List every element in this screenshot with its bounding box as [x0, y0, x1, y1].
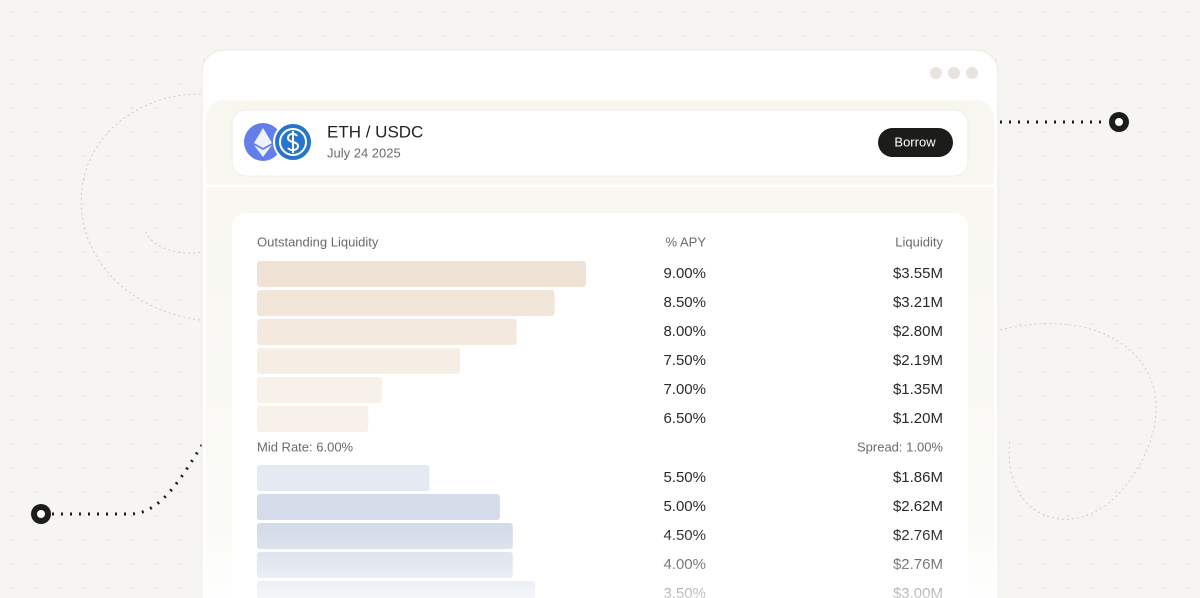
market-card — [231, 109, 969, 177]
liquidity-bar — [257, 465, 430, 491]
decor-curves — [80, 93, 1157, 520]
date: July 24 2025 — [327, 145, 401, 160]
liquidity-bar — [257, 348, 460, 374]
liquidity: $1.86M — [893, 469, 943, 486]
liquidity: $3.21M — [893, 294, 943, 311]
apy: 7.00% — [663, 381, 706, 398]
usdc-icon — [273, 122, 313, 162]
connector-left — [31, 444, 204, 524]
column-header: Outstanding Liquidity — [257, 234, 379, 249]
column-header: % APY — [666, 234, 707, 249]
liquidity-bar — [257, 377, 383, 403]
column-header: Liquidity — [895, 234, 943, 249]
apy: 9.00% — [663, 265, 706, 282]
borrow-button[interactable] — [878, 128, 953, 157]
apy: 8.50% — [663, 294, 706, 311]
fade — [202, 530, 998, 598]
liquidity: $1.20M — [893, 410, 943, 427]
eth-icon — [244, 123, 282, 161]
apy: 5.00% — [663, 498, 706, 515]
mid-rate: Mid Rate: 6.00% — [257, 439, 354, 454]
liquidity-bar — [257, 494, 500, 520]
pair: ETH / USDC — [327, 122, 423, 141]
liquidity-bar — [257, 290, 555, 316]
liquidity: $2.62M — [893, 498, 943, 515]
apy: 6.50% — [663, 410, 706, 427]
liquidity: $2.80M — [893, 323, 943, 340]
connector-right — [1000, 112, 1129, 132]
apy: 5.50% — [663, 469, 706, 486]
window-controls — [930, 67, 978, 79]
liquidity-bar — [257, 406, 369, 432]
borrow-label[interactable]: Borrow — [894, 134, 936, 149]
liquidity: $3.55M — [893, 265, 943, 282]
liquidity: $2.19M — [893, 352, 943, 369]
liquidity-bar — [257, 319, 517, 345]
apy: 8.00% — [663, 323, 706, 340]
liquidity-bar — [257, 261, 586, 287]
spread: Spread: 1.00% — [857, 439, 943, 454]
apy: 7.50% — [663, 352, 706, 369]
liquidity: $1.35M — [893, 381, 943, 398]
